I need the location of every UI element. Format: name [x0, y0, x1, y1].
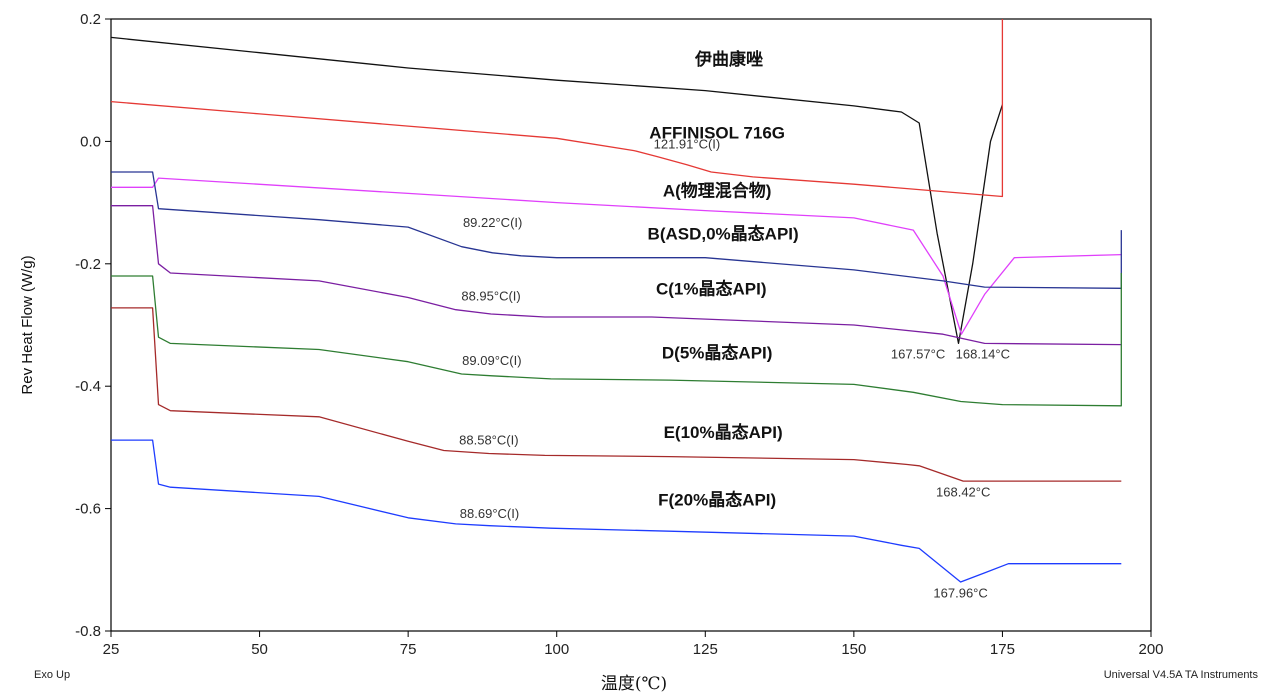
- plot-frame: [110, 18, 1152, 632]
- series-line-1: [110, 19, 1004, 198]
- series-label: D(5%晶态API): [662, 343, 773, 363]
- series-layer: [110, 19, 1122, 583]
- y-tick-label: -0.6: [75, 501, 101, 518]
- annotation-label: 168.14°C: [956, 347, 1010, 362]
- series-label: 伊曲康唑: [694, 49, 763, 69]
- series-label: A(物理混合物): [663, 180, 772, 200]
- y-tick-label: -0.8: [75, 623, 101, 640]
- series-label: C(1%晶态API): [656, 278, 767, 298]
- x-tick-label: 25: [103, 641, 120, 658]
- series-line-6: [111, 307, 1122, 482]
- y-tick-label: 0.0: [80, 133, 101, 150]
- annotation-label: 167.96°C: [933, 585, 987, 600]
- y-tick-label: -0.4: [75, 378, 101, 395]
- series-label: AFFINISOL 716G: [649, 123, 785, 142]
- series-label: B(ASD,0%晶态API): [648, 223, 799, 243]
- x-axis-label: 温度(℃): [601, 674, 667, 694]
- annotation-label: 88.58°C(I): [459, 432, 518, 447]
- footer-exo-up: Exo Up: [34, 669, 70, 681]
- series-label: F(20%晶态API): [658, 490, 776, 510]
- series-label: E(10%晶态API): [664, 422, 783, 442]
- x-tick-label: 200: [1138, 641, 1163, 658]
- y-tick-label: 0.2: [80, 11, 101, 28]
- x-tick-label: 150: [841, 641, 866, 658]
- x-tick-label: 100: [544, 641, 569, 658]
- series-line-0: [110, 36, 1004, 345]
- series-line-5: [111, 273, 1122, 407]
- series-line-3: [111, 171, 1122, 289]
- x-tick-label: 50: [251, 641, 268, 658]
- annotation-label: 89.09°C(I): [462, 353, 521, 368]
- x-tick-label: 125: [693, 641, 718, 658]
- x-tick-label: 175: [990, 641, 1015, 658]
- series-line-2: [111, 177, 1122, 335]
- footer-instrument: Universal V4.5A TA Instruments: [1104, 669, 1259, 681]
- annotation-label: 89.22°C(I): [463, 215, 522, 230]
- axis-ticks: 25 50 75 100 125 150 175 200 0.2 0.0 -0.2 -0.4 -0.6 -…: [75, 11, 1163, 658]
- labels-layer: 伊曲康唑 AFFINISOL 716G A(物理混合物) B(ASD,0%晶态API)…: [459, 49, 1010, 600]
- annotation-label: 121.91°C(I): [654, 137, 721, 152]
- y-tick-label: -0.2: [75, 256, 101, 273]
- annotation-label: 167.57°C: [891, 347, 945, 362]
- annotation-label: 168.42°C: [936, 484, 990, 499]
- x-tick-label: 75: [400, 641, 417, 658]
- series-line-7: [111, 439, 1122, 583]
- series-line-4: [111, 205, 1122, 346]
- y-axis-label: Rev Heat Flow (W/g): [19, 255, 36, 394]
- annotation-label: 88.69°C(I): [460, 506, 519, 521]
- annotation-label: 88.95°C(I): [461, 289, 520, 304]
